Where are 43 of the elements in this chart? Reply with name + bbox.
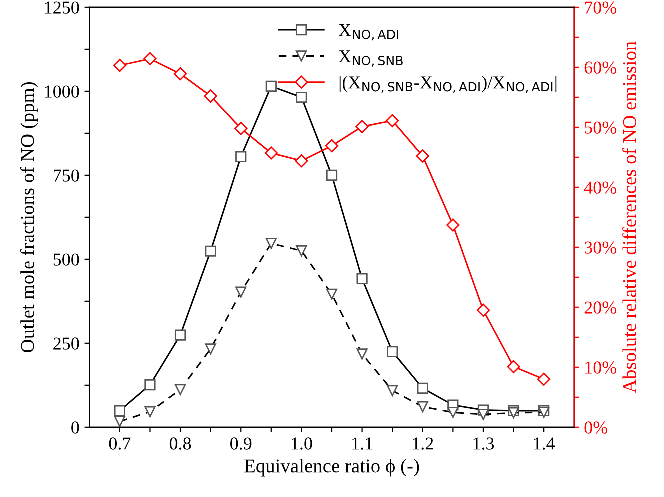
x-tick-label: 1.1 bbox=[352, 438, 372, 450]
y2-tick-label: 60% bbox=[584, 62, 617, 74]
point bbox=[537, 372, 551, 386]
x-tick-label: 0.9 bbox=[230, 438, 252, 450]
y-tick-label: 250 bbox=[54, 338, 80, 350]
y2-axis-title: Absolute relative differences of NO emission bbox=[622, 42, 636, 394]
point bbox=[356, 120, 369, 134]
point bbox=[476, 304, 490, 318]
y-axis-title: Outlet mole fractions of NO (ppm) bbox=[20, 82, 38, 352]
legend-label: X$_{NO,SNB}$ bbox=[338, 50, 403, 67]
y2-tick-label: 10% bbox=[586, 362, 617, 374]
y-tick-label: 750 bbox=[54, 170, 80, 182]
point bbox=[174, 67, 188, 81]
x-tick-label: 1.4 bbox=[534, 438, 556, 450]
x-tick-label: 0.8 bbox=[170, 438, 192, 450]
x-tick-label: 1.3 bbox=[474, 438, 494, 450]
point bbox=[386, 114, 400, 128]
y2-tick-label: 30% bbox=[584, 242, 617, 254]
point bbox=[507, 360, 520, 374]
y-tick-label: 1250 bbox=[45, 2, 80, 14]
legend-label: X$_{NO,ADI}$ bbox=[338, 24, 399, 41]
point bbox=[446, 218, 460, 232]
y2-tick-label: 70% bbox=[585, 2, 617, 14]
point bbox=[416, 150, 430, 163]
y2-tick-label: 0% bbox=[584, 422, 608, 434]
point bbox=[144, 52, 157, 66]
x-tick-label: 1.0 bbox=[292, 438, 312, 450]
x-axis-title: Equivalence ratio ϕ (-) bbox=[244, 459, 420, 477]
point bbox=[204, 90, 218, 103]
y-tick-label: 1000 bbox=[45, 86, 80, 98]
x-tick-label: 1.2 bbox=[413, 438, 434, 450]
point bbox=[325, 139, 339, 153]
legend-label: |(X$_{NO,SNB}$-X$_{NO,ADI}$)/X$_{NO,ADI}$| bbox=[340, 76, 557, 94]
point bbox=[234, 122, 248, 136]
point bbox=[264, 146, 278, 160]
y2-tick-label: 50% bbox=[585, 122, 617, 134]
y-tick-label: 0 bbox=[72, 422, 80, 434]
y2-tick-label: 20% bbox=[584, 302, 617, 314]
x-tick-label: 0.7 bbox=[109, 438, 131, 450]
point bbox=[295, 154, 308, 168]
point bbox=[113, 59, 127, 72]
y2-tick-label: 40% bbox=[584, 182, 617, 194]
y-tick-label: 500 bbox=[54, 254, 80, 266]
